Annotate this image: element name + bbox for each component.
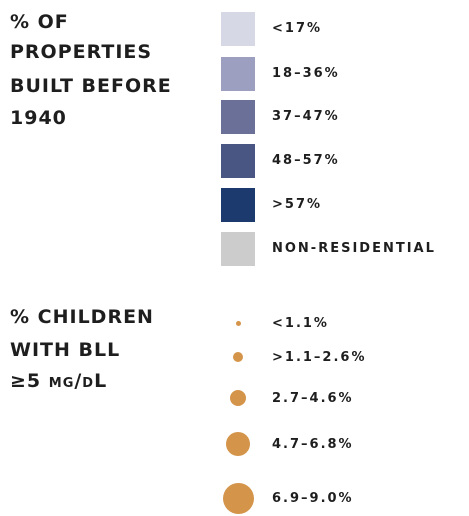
color-swatch [221,100,255,134]
color-swatch [221,144,255,178]
size-circle [233,352,243,362]
color-swatch [221,188,255,222]
legend-title: WITH BLL [10,339,121,361]
legend-label: 18–36% [272,66,340,81]
legend-label: 48–57% [272,153,340,168]
legend-title: % CHILDREN [10,306,154,328]
legend-title: 1940 [10,107,67,129]
legend-label: NON-RESIDENTIAL [272,241,436,256]
color-swatch [221,57,255,91]
size-circle [230,390,246,406]
legend-label: >1.1–2.6% [272,350,367,365]
color-swatch [221,232,255,266]
legend-title: PROPERTIES [10,41,153,63]
legend-title: % OF [10,11,69,33]
size-circle [222,482,254,514]
legend-label: >57% [272,197,323,212]
legend-label: 37–47% [272,109,340,124]
legend-label: 2.7–4.6% [272,391,354,406]
legend-title: ≥5 µg/dL [10,370,108,392]
legend-label: 6.9–9.0% [272,491,354,506]
size-circle [235,320,241,326]
legend-title: BUILT BEFORE [10,75,172,97]
legend-label: <17% [272,21,323,36]
legend-label: 4.7–6.8% [272,437,354,452]
legend-label: <1.1% [272,316,329,331]
color-swatch [221,12,255,46]
size-circle [226,432,250,456]
